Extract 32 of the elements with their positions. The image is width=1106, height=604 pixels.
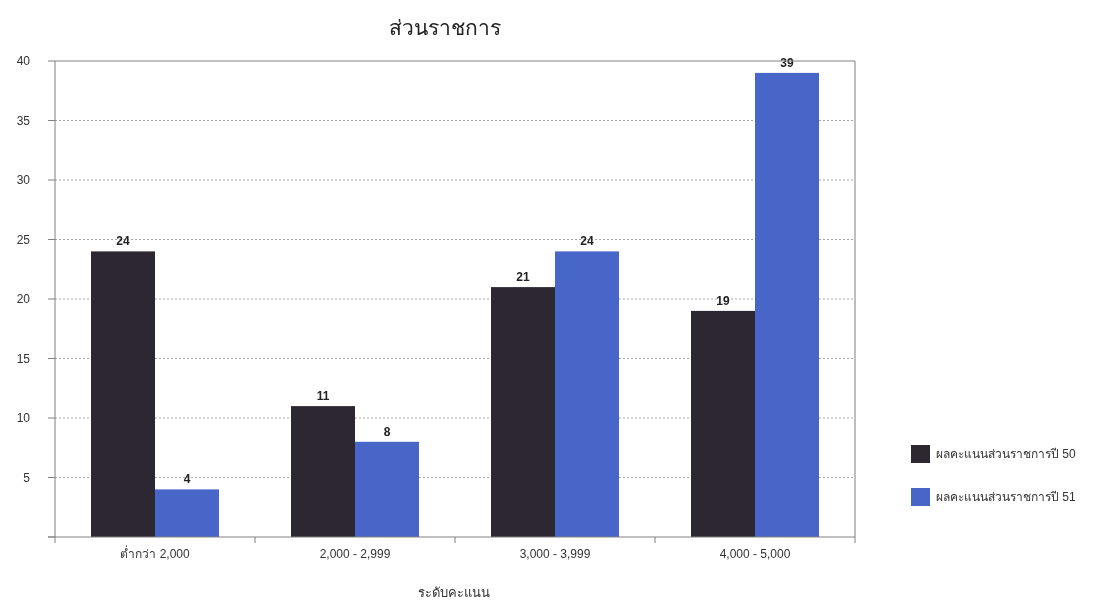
data-label: 8: [383, 424, 391, 439]
bar: [291, 406, 355, 537]
y-tick-label: 20: [16, 292, 31, 306]
bar: [755, 72, 819, 537]
y-tick-label: 15: [16, 351, 31, 366]
bar: [691, 310, 755, 537]
y-tick-label: 10: [16, 411, 31, 425]
data-label: 11: [316, 389, 330, 404]
y-tick-label: 35: [16, 113, 31, 128]
x-tick-label: 4,000 - 5,000: [719, 547, 791, 561]
data-label: 4: [183, 472, 191, 487]
bar: [355, 441, 419, 537]
x-tick-label: 3,000 - 3,999: [519, 547, 591, 561]
data-label: 21: [516, 270, 530, 285]
bar: [91, 251, 155, 537]
bar: [491, 287, 555, 537]
data-label: 24: [580, 234, 594, 249]
x-tick-label: ต่ำกว่า 2,000: [120, 545, 190, 561]
bar: [155, 489, 219, 537]
data-label: 39: [780, 55, 794, 70]
legend-label: ผลคะแนนส่วนราชการปี 50: [936, 447, 1077, 461]
legend-label: ผลคะแนนส่วนราชการปี 51: [936, 490, 1077, 504]
chart-title: ส่วนราชการ: [389, 15, 501, 39]
y-tick-label: 5: [23, 470, 31, 485]
x-tick-label: 2,000 - 2,999: [319, 547, 391, 561]
y-tick-label: 30: [16, 173, 31, 187]
x-axis-title: ระดับคะแนน: [418, 584, 490, 600]
data-label: 19: [716, 293, 730, 308]
y-tick-label: 40: [16, 54, 31, 68]
bar: [555, 251, 619, 537]
y-tick-label: 25: [16, 232, 31, 247]
data-label: 24: [116, 234, 130, 249]
